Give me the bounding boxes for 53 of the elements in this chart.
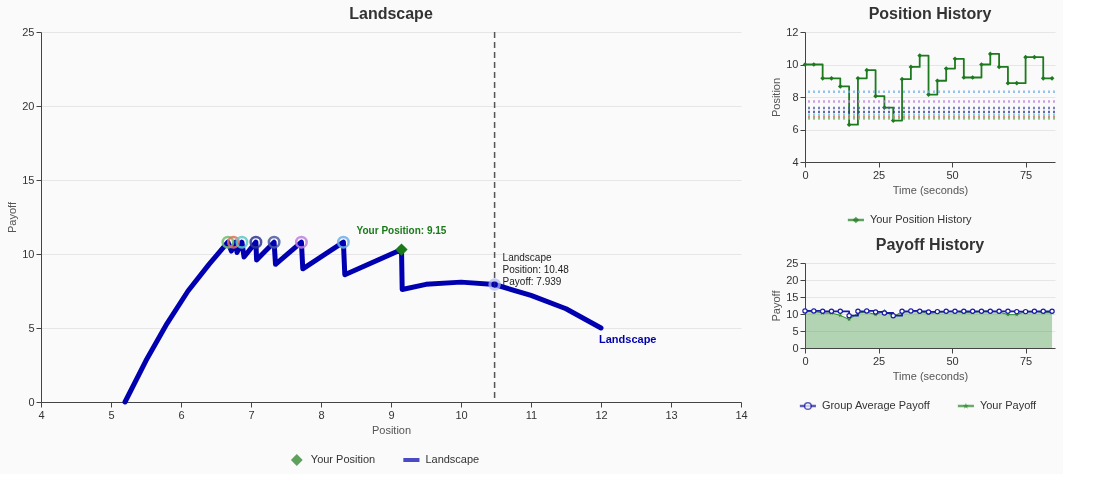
x-tick-label: 11 [525,408,538,421]
x-tick-label: 25 [872,354,886,367]
x-tick-label: 50 [946,168,959,181]
x-tick-label: 10 [455,408,468,421]
chart-title: Position History [868,5,992,22]
x-tick-label: 8 [318,408,325,421]
annotation: Landscape Position: 10.48 Payoff: 7.939 [502,251,570,287]
legend-label: Your Position [310,453,376,465]
y-tick-label: 20 [22,99,35,112]
x-tick-label: 12 [595,408,608,421]
y-tick-label: 12 [786,25,799,38]
x-tick-label: 9 [388,408,395,421]
y-tick-label: 0 [28,395,35,408]
y-tick-label: 25 [22,25,35,38]
y-tick-label: 15 [22,173,35,186]
x-tick-label: 0 [802,168,809,181]
y-tick-label: 15 [786,290,799,303]
x-tick-label: 13 [665,408,678,421]
x-tick-label: 4 [38,408,45,421]
x-tick-label: 6 [178,408,185,421]
y-axis-title: Position [770,77,783,118]
legend-label: Group Average Payoff [821,399,931,411]
chart-title: Payoff History [875,236,985,253]
x-axis-title: Time (seconds) [892,369,969,382]
x-axis-title: Position [371,423,412,436]
legend-label: Your Payoff [979,399,1038,411]
y-tick-label: 10 [786,307,799,320]
chart-title: Landscape [349,5,433,22]
legend-label: Landscape [425,453,480,465]
y-tick-label: 10 [22,247,35,260]
y-tick-label: 6 [792,123,799,135]
x-tick-label: 5 [108,408,115,421]
x-tick-label: 75 [1019,354,1033,367]
x-tick-label: 50 [946,354,959,367]
y-tick-label: 5 [792,324,799,337]
y-tick-label: 5 [28,321,35,334]
legend-label: Your Position History [869,213,973,225]
x-tick-label: 14 [735,408,748,421]
y-axis-title: Payoff [770,289,783,322]
y-axis-title: Payoff [6,201,19,233]
y-tick-label: 20 [786,273,799,286]
x-axis-title: Time (seconds) [892,183,969,196]
text: Landscape [599,333,657,345]
x-tick-label: 75 [1019,168,1033,181]
x-tick-label: 25 [872,168,886,181]
y-tick-label: 4 [792,155,799,168]
annotation: Your Position: 9.15 [356,224,447,236]
x-tick-label: 0 [802,354,809,367]
x-tick-label: 7 [248,408,255,421]
y-tick-label: 10 [786,58,799,70]
y-tick-label: 25 [786,256,799,269]
y-tick-label: 8 [792,90,799,103]
y-tick-label: 0 [792,341,799,354]
